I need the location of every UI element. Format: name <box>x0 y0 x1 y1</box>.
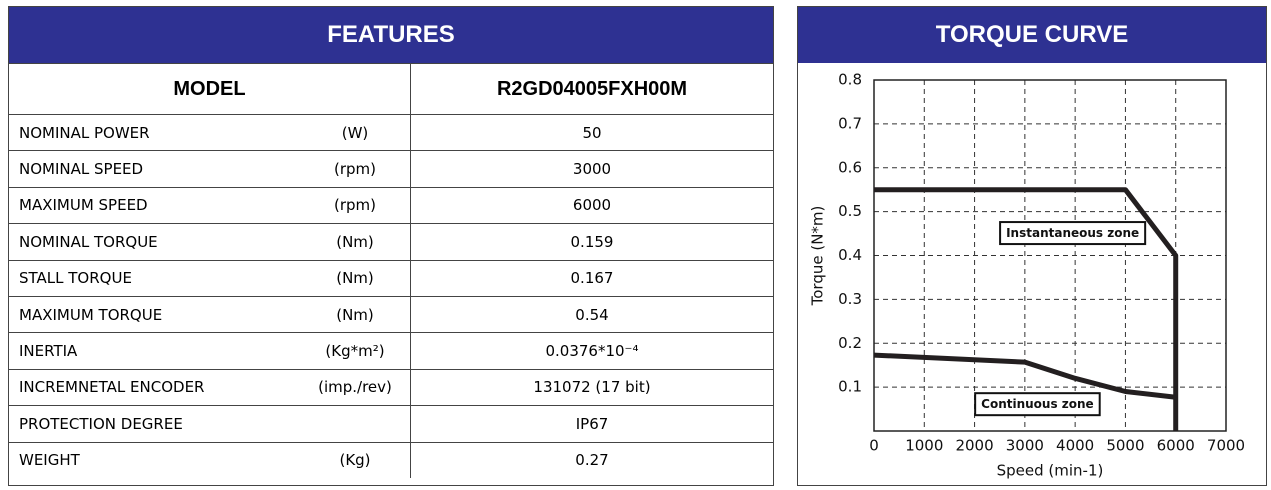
feature-unit: (Nm) <box>300 259 411 297</box>
feature-row: MAXIMUM SPEED (rpm) 6000 <box>9 186 773 224</box>
feature-label: MAXIMUM SPEED <box>9 186 300 224</box>
torque-line <box>874 187 1179 431</box>
x-axis-label: Speed (min-1) <box>997 462 1104 480</box>
feature-label: WEIGHT <box>9 441 300 478</box>
chart: 0 1000 2000 3000 4000 5000 6000 7000 0.1 0.2 0.3 0.… <box>809 71 1246 480</box>
y-axis-label: Torque (N*m) <box>809 206 827 307</box>
y-tick-label: 0.7 <box>838 114 862 132</box>
feature-row: WEIGHT (Kg) 0.27 <box>9 441 773 478</box>
y-tick-label: 0.5 <box>838 202 862 220</box>
feature-label: STALL TORQUE <box>9 259 300 297</box>
model-label: MODEL <box>9 63 411 115</box>
feature-value: 131072 (17 bit) <box>410 368 773 406</box>
annotation: Instantaneous zone <box>1006 226 1139 240</box>
feature-row: INERTIA (Kg*m²) 0.0376*10⁻⁴ <box>9 332 773 370</box>
feature-row: INCREMNETAL ENCODER (imp./rev) 131072 (17 … <box>9 368 773 406</box>
model-value: R2GD04005FXH00M <box>410 63 773 115</box>
feature-label: NOMINAL POWER <box>9 113 300 151</box>
feature-label: INCREMNETAL ENCODER <box>9 368 300 406</box>
annotation-box <box>974 392 1101 417</box>
x-tick-label: 7000 <box>1207 437 1245 455</box>
feature-value: 50 <box>410 113 773 151</box>
features-table: MODEL R2GD04005FXH00M NOMINAL POWER (W) 50 N… <box>9 63 773 478</box>
x-tick-label: 2000 <box>955 437 993 455</box>
features-panel: FEATURES MODEL R2GD04005FXH00M NOMINAL PO… <box>8 6 774 486</box>
y-tick-label: 0.6 <box>838 158 862 176</box>
plot-frame <box>873 79 1227 432</box>
feature-value: IP67 <box>410 405 773 443</box>
x-tick-label: 4000 <box>1056 437 1094 455</box>
feature-label: PROTECTION DEGREE <box>9 405 300 443</box>
x-tick-label: 0 <box>869 437 879 455</box>
y-tick-label: 0.4 <box>838 246 862 264</box>
feature-row: PROTECTION DEGREE IP67 <box>9 405 773 443</box>
feature-unit: (Kg) <box>300 441 411 478</box>
feature-value: 6000 <box>410 186 773 224</box>
feature-row: NOMINAL SPEED (rpm) 3000 <box>9 150 773 188</box>
feature-unit: (Nm) <box>300 223 411 261</box>
y-tick-label: 0.2 <box>838 334 862 352</box>
y-tick-label: 0.1 <box>838 378 862 396</box>
feature-unit: (Kg*m²) <box>300 332 411 370</box>
annotation-box <box>999 221 1147 246</box>
torque-line <box>873 352 1176 400</box>
feature-unit: (rpm) <box>300 150 411 188</box>
feature-value: 3000 <box>410 150 773 188</box>
feature-label: INERTIA <box>9 332 300 370</box>
feature-label: NOMINAL TORQUE <box>9 223 300 261</box>
chart-title: TORQUE CURVE <box>798 7 1266 63</box>
y-tick-label: 0.3 <box>838 290 862 308</box>
feature-value: 0.167 <box>410 259 773 297</box>
feature-label: MAXIMUM TORQUE <box>9 295 300 333</box>
feature-value: 0.159 <box>410 223 773 261</box>
feature-row: NOMINAL POWER (W) 50 <box>9 113 773 151</box>
feature-unit: (rpm) <box>300 186 411 224</box>
feature-row: MAXIMUM TORQUE (Nm) 0.54 <box>9 295 773 333</box>
features-title: FEATURES <box>9 7 773 63</box>
feature-label: NOMINAL SPEED <box>9 150 300 188</box>
feature-value: 0.54 <box>410 295 773 333</box>
x-tick-label: 6000 <box>1157 437 1195 455</box>
y-tick-label: 0.8 <box>838 71 862 89</box>
feature-unit: (imp./rev) <box>300 368 411 406</box>
feature-unit <box>300 405 411 443</box>
feature-row: NOMINAL TORQUE (Nm) 0.159 <box>9 223 773 261</box>
x-tick-label: 5000 <box>1106 437 1144 455</box>
feature-unit: (W) <box>300 113 411 151</box>
chart-panel: TORQUE CURVE 0 1000 2000 3000 4000 5000 6000 70… <box>797 6 1267 486</box>
model-row: MODEL R2GD04005FXH00M <box>9 63 773 115</box>
x-tick-label: 1000 <box>905 437 943 455</box>
feature-value: 0.0376*10⁻⁴ <box>410 332 773 370</box>
annotation: Continuous zone <box>981 397 1094 411</box>
feature-value: 0.27 <box>410 441 773 478</box>
feature-unit: (Nm) <box>300 295 411 333</box>
feature-row: STALL TORQUE (Nm) 0.167 <box>9 259 773 297</box>
x-tick-label: 3000 <box>1006 437 1044 455</box>
